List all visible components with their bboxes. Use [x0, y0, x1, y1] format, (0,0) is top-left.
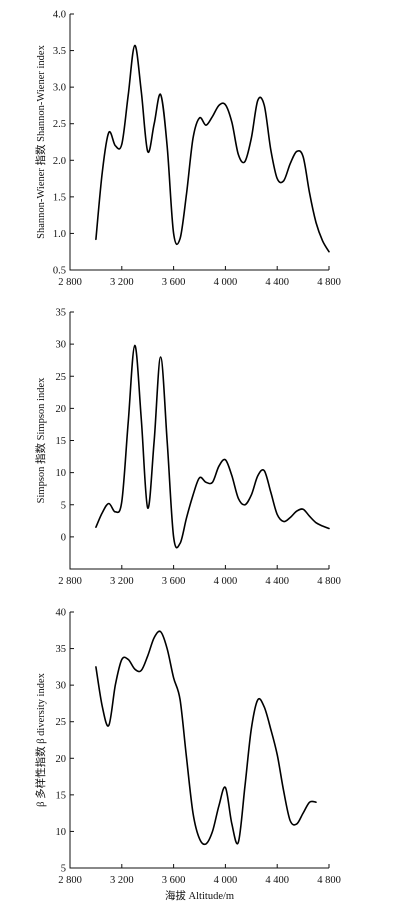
x-tick-label: 2 800 — [58, 277, 82, 288]
x-tick-label: 4 000 — [214, 576, 238, 587]
y-tick-label: 5 — [61, 500, 66, 511]
y-tick-label: 3.5 — [53, 46, 66, 57]
y-tick-label: 2.0 — [53, 156, 66, 167]
y-tick-label: 15 — [56, 436, 67, 447]
y-tick-label: 25 — [56, 717, 67, 728]
y-tick-label: 1.0 — [53, 229, 66, 240]
y-tick-label: 5 — [61, 864, 66, 875]
x-tick-label: 3 600 — [162, 875, 186, 886]
y-tick-label: 3.0 — [53, 83, 66, 94]
y-tick-label: 30 — [56, 340, 67, 351]
y-tick-label: 10 — [56, 827, 67, 838]
axis-frame — [69, 312, 329, 570]
x-tick-label: 4 400 — [265, 277, 289, 288]
x-tick-label: 4 000 — [214, 277, 238, 288]
chart-panel-2: 0 5 10 15 20 25 30 35 2 800 3 200 3 600 4 000 4 400 4… — [34, 308, 341, 588]
y-tick-label: 35 — [56, 308, 67, 319]
y-tick-label: 10 — [56, 468, 67, 479]
y-axis-title: Simpson 指数 Simpson index — [34, 377, 47, 503]
chart-panel-3: 5 10 15 20 25 30 35 40 2 800 3 200 3 600 4 000 4 400… — [34, 608, 341, 903]
x-tick-label: 4 400 — [265, 576, 289, 587]
series-line — [95, 344, 330, 549]
chart-panel-1: 0.5 1.0 1.5 2.0 2.5 3.0 3.5 4.0 2 800 3 200 3 600 4… — [34, 10, 341, 289]
y-axis-title: β 多样性指数 β diversity index — [34, 672, 47, 807]
y-tick-label: 40 — [56, 608, 67, 619]
y-tick-label: 1.5 — [53, 192, 66, 203]
x-tick-label: 4 000 — [214, 875, 238, 886]
x-tick-label: 4 400 — [265, 875, 289, 886]
x-tick-label: 3 200 — [110, 875, 134, 886]
y-tick-label: 20 — [56, 754, 67, 765]
x-tick-label: 3 200 — [110, 576, 134, 587]
x-tick-label: 4 800 — [317, 576, 341, 587]
y-axis-title: Shannon-Wiener 指数 Shannon-Wiener index — [34, 44, 47, 238]
y-tick-label: 30 — [56, 681, 67, 692]
y-tick-label: 15 — [56, 790, 67, 801]
x-axis-title: 海拔 Altitude/m — [165, 889, 234, 902]
y-tick-label: 4.0 — [53, 10, 66, 21]
y-tick-label: 0.5 — [53, 266, 66, 277]
x-tick-label: 3 600 — [162, 277, 186, 288]
x-tick-label: 2 800 — [58, 875, 82, 886]
series-line — [95, 630, 317, 846]
y-tick-label: 35 — [56, 644, 67, 655]
y-tick-label: 25 — [56, 372, 67, 383]
y-tick-label: 20 — [56, 404, 67, 415]
series-line — [95, 44, 330, 253]
x-tick-label: 3 200 — [110, 277, 134, 288]
x-tick-label: 4 800 — [317, 277, 341, 288]
x-tick-label: 2 800 — [58, 576, 82, 587]
y-tick-label: 2.5 — [53, 119, 66, 130]
axis-frame — [69, 612, 329, 869]
y-tick-label: 0 — [61, 532, 66, 543]
axis-frame — [69, 14, 329, 271]
x-tick-label: 4 800 — [317, 875, 341, 886]
x-tick-label: 3 600 — [162, 576, 186, 587]
